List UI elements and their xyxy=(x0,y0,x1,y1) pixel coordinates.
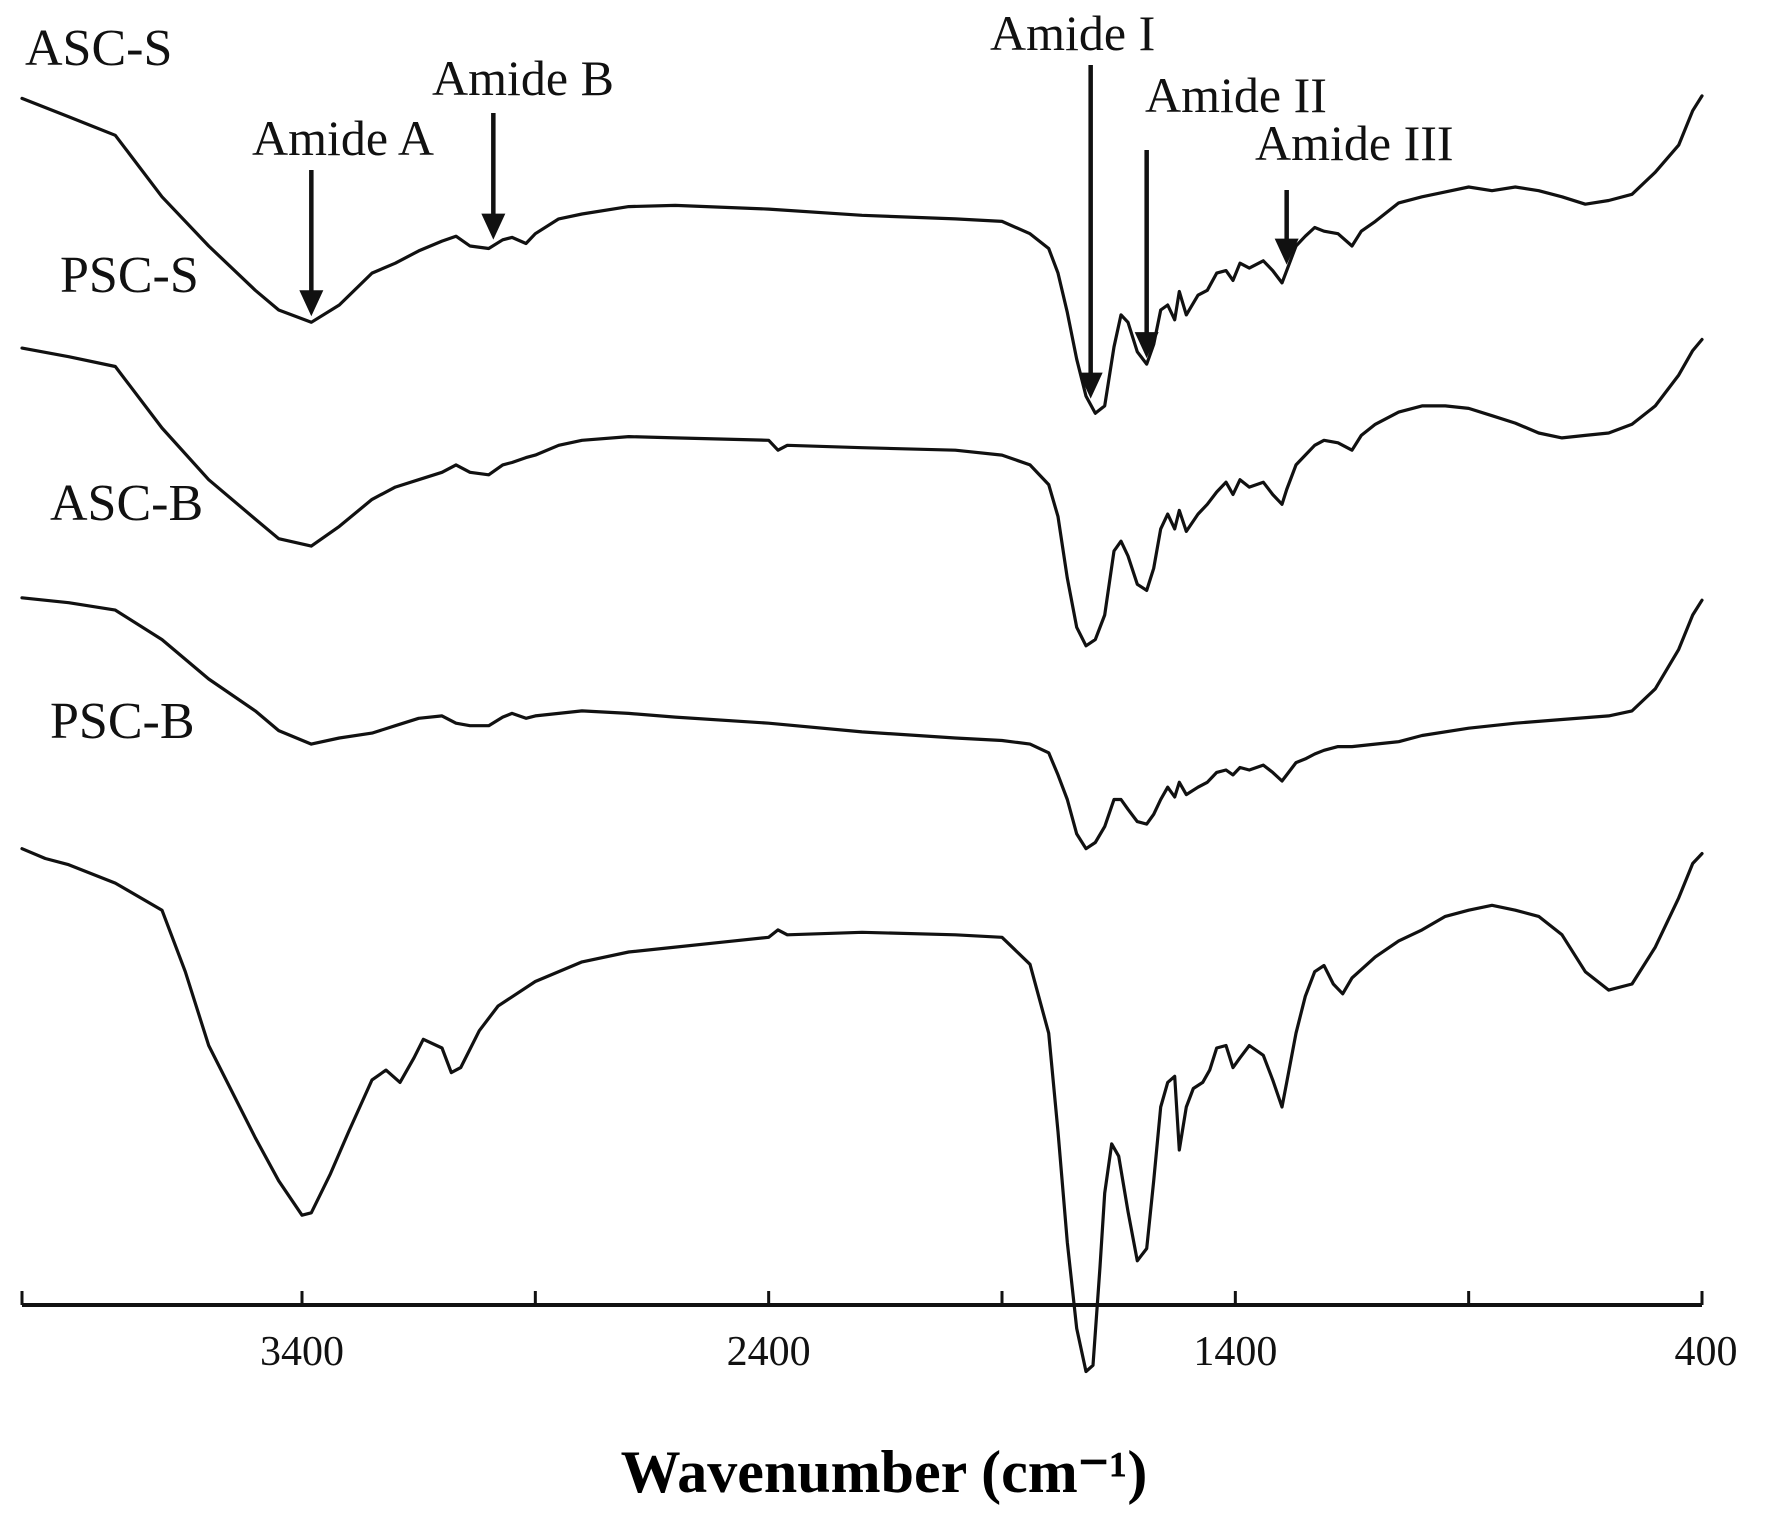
series-label-psc-s: PSC-S xyxy=(60,247,199,304)
annotation-arrows xyxy=(299,65,1299,399)
series-label-asc-s: ASC-S xyxy=(25,20,172,77)
annotation-label-amide-a: Amide A xyxy=(252,110,434,166)
annotation-arrowhead-amide-ii xyxy=(1134,332,1159,359)
series-labels: ASC-S PSC-S ASC-B PSC-B xyxy=(25,20,203,750)
annotation-arrowhead-amide-i xyxy=(1078,372,1103,399)
annotation-label-amide-ii: Amide II xyxy=(1145,67,1327,123)
x-tick-label-400: 400 xyxy=(1675,1329,1738,1375)
annotation-arrowhead-amide-iii xyxy=(1274,238,1299,265)
series-line-psc-b xyxy=(20,847,1704,1374)
annotation-label-amide-iii: Amide III xyxy=(1255,115,1454,171)
annotation-label-amide-i: Amide I xyxy=(990,5,1155,61)
x-axis-ticks: 3400 2400 1400 400 xyxy=(20,1291,1738,1375)
spectra-curves xyxy=(20,94,1704,1374)
annotation-arrowhead-amide-a xyxy=(299,290,324,317)
x-tick-label-3400: 3400 xyxy=(260,1329,344,1375)
series-line-psc-s xyxy=(20,337,1704,648)
annotation-label-amide-b: Amide B xyxy=(432,50,614,106)
x-tick-label-2400: 2400 xyxy=(727,1329,811,1375)
series-label-asc-b: ASC-B xyxy=(50,475,203,532)
x-axis-title: Wavenumber (cm⁻¹) xyxy=(621,1439,1148,1505)
peak-annotations: Amide A Amide B Amide I Amide II Amide I… xyxy=(252,5,1454,171)
series-label-psc-b: PSC-B xyxy=(50,693,195,750)
series-line-asc-s xyxy=(20,94,1704,415)
annotation-arrowhead-amide-b xyxy=(481,213,506,240)
x-tick-label-1400: 1400 xyxy=(1193,1329,1277,1375)
series-line-asc-b xyxy=(20,596,1704,851)
